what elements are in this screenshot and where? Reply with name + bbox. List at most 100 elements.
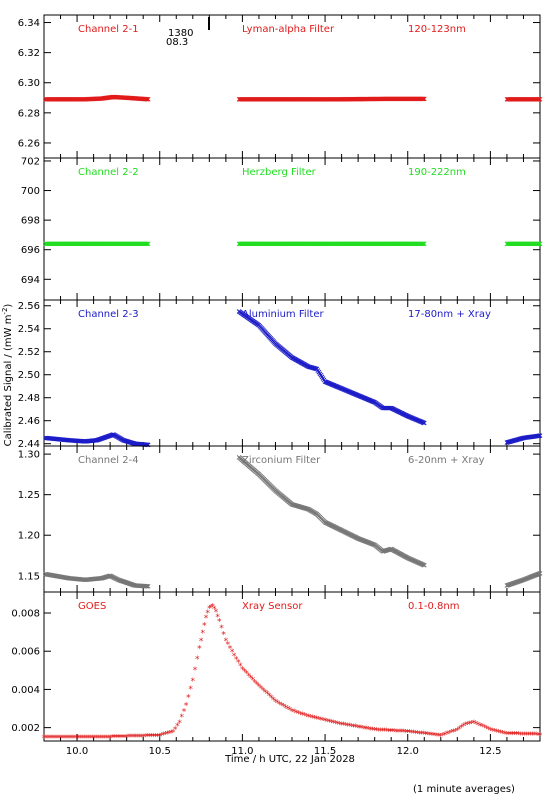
data-point bbox=[536, 241, 542, 247]
data-point: * bbox=[437, 732, 442, 742]
data-point: * bbox=[423, 730, 428, 740]
data-point: * bbox=[335, 720, 340, 730]
data-point: * bbox=[84, 734, 89, 744]
data-point: * bbox=[459, 724, 464, 734]
y-tick-label: 6.28 bbox=[18, 108, 40, 119]
data-point bbox=[145, 583, 151, 589]
data-point bbox=[537, 241, 543, 247]
band-label: 190-222nm bbox=[408, 167, 466, 178]
data-point: * bbox=[382, 727, 387, 737]
data-point: * bbox=[76, 734, 81, 744]
data-point: * bbox=[177, 719, 182, 729]
series-segment-1 bbox=[43, 241, 151, 247]
filter-name: Aluminium Filter bbox=[242, 309, 325, 320]
data-point: * bbox=[463, 721, 468, 731]
data-point: * bbox=[175, 722, 180, 732]
data-point: * bbox=[261, 686, 266, 696]
data-point: * bbox=[451, 728, 456, 738]
data-point: * bbox=[503, 730, 508, 740]
data-point: * bbox=[511, 731, 516, 741]
data-point: * bbox=[60, 734, 65, 744]
data-point: * bbox=[413, 729, 418, 739]
data-point: * bbox=[467, 720, 472, 730]
data-point: * bbox=[482, 724, 487, 734]
data-point: * bbox=[182, 707, 187, 717]
data-point: * bbox=[498, 729, 503, 739]
data-point: * bbox=[496, 728, 501, 738]
data-point: * bbox=[197, 644, 202, 654]
data-point: * bbox=[363, 725, 368, 735]
data-point: * bbox=[400, 728, 405, 738]
data-point: * bbox=[361, 725, 366, 735]
data-point: * bbox=[351, 723, 356, 733]
data-point: * bbox=[343, 721, 348, 731]
data-point: * bbox=[300, 711, 305, 721]
data-point: * bbox=[146, 733, 151, 743]
data-point: * bbox=[66, 734, 71, 744]
panel-2: 694 696 698 700 702 Channel 2-2 Herzberg Filte… bbox=[21, 156, 543, 301]
data-point bbox=[536, 433, 542, 439]
panel-frame bbox=[43, 157, 541, 301]
data-point: * bbox=[257, 683, 262, 693]
data-point: * bbox=[394, 728, 399, 738]
data-point: * bbox=[240, 665, 245, 675]
data-point: * bbox=[68, 734, 73, 744]
data-point bbox=[421, 420, 427, 426]
data-point: * bbox=[325, 717, 330, 727]
data-point: * bbox=[64, 734, 69, 744]
data-point: * bbox=[263, 688, 268, 698]
data-point: * bbox=[157, 732, 162, 742]
band-label: 6-20nm + Xray bbox=[408, 455, 485, 466]
filter-name: Zirconium Filter bbox=[242, 455, 321, 466]
y-tick-label: 2.46 bbox=[18, 416, 40, 427]
band-label: 0.1-0.8nm bbox=[408, 601, 460, 612]
panel-frame bbox=[43, 591, 541, 742]
series-segment-3 bbox=[504, 96, 543, 102]
data-point: * bbox=[492, 727, 497, 737]
data-point: * bbox=[248, 674, 253, 684]
data-point: * bbox=[52, 734, 57, 744]
data-point: * bbox=[171, 728, 176, 738]
data-point: * bbox=[490, 727, 495, 737]
data-point: * bbox=[200, 629, 205, 639]
data-point: * bbox=[226, 641, 231, 651]
y-tick-label: 1.20 bbox=[18, 531, 40, 542]
data-point: * bbox=[118, 733, 123, 743]
data-point: * bbox=[520, 731, 525, 741]
data-point: * bbox=[96, 734, 101, 744]
data-point: * bbox=[184, 702, 189, 712]
data-point: * bbox=[82, 734, 87, 744]
data-point: * bbox=[329, 718, 334, 728]
data-point: * bbox=[253, 678, 258, 688]
data-point: * bbox=[532, 731, 537, 741]
y-tick-label: 0.008 bbox=[11, 609, 40, 620]
series-segment-1 bbox=[43, 432, 151, 448]
data-point: * bbox=[209, 603, 214, 613]
data-point: * bbox=[284, 704, 289, 714]
y-axis-label-superscript: -2 bbox=[1, 308, 9, 315]
data-point: * bbox=[516, 731, 521, 741]
panel-title: Channel 2-3 bbox=[78, 309, 139, 320]
data-point: * bbox=[317, 716, 322, 726]
data-point: * bbox=[138, 733, 143, 743]
data-point: * bbox=[505, 730, 510, 740]
filter-name: Herzberg Filter bbox=[242, 167, 317, 178]
y-tick-label: 698 bbox=[21, 216, 40, 227]
series-segment-1: ****************************************… bbox=[42, 602, 543, 743]
data-point: * bbox=[110, 734, 115, 744]
data-point: * bbox=[290, 707, 295, 717]
data-point: * bbox=[116, 734, 121, 744]
data-point: * bbox=[90, 734, 95, 744]
data-point: * bbox=[435, 732, 440, 742]
data-point: * bbox=[46, 734, 51, 744]
data-point bbox=[145, 241, 151, 247]
data-point: * bbox=[250, 676, 255, 686]
panel-5: 0.002 0.004 0.006 0.008 10.0 10.5 11.0 11.5 12.0… bbox=[11, 591, 543, 757]
series-segment-2 bbox=[236, 309, 427, 426]
panel-frame bbox=[43, 14, 541, 159]
data-point: * bbox=[205, 609, 210, 619]
data-point: * bbox=[294, 709, 299, 719]
data-point: * bbox=[298, 710, 303, 720]
data-point: * bbox=[232, 652, 237, 662]
filter-name: Lyman-alpha Filter bbox=[242, 24, 335, 35]
